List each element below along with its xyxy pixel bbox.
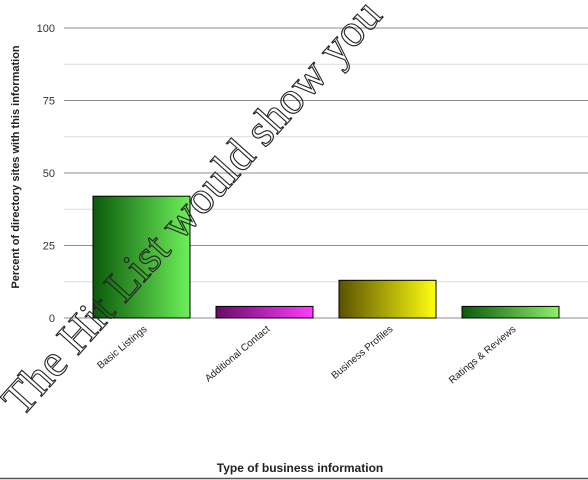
x-category-label: Ratings & Reviews <box>447 324 518 386</box>
x-category-label: Additional Contact <box>203 324 272 385</box>
bar <box>92 195 191 319</box>
bars <box>92 195 560 319</box>
bar <box>215 305 314 319</box>
y-tick-label: 100 <box>37 23 55 35</box>
y-tick-labels: 0 25 50 75 100 <box>37 23 55 325</box>
x-category-label: Business Profiles <box>330 324 396 382</box>
y-tick-label: 0 <box>49 313 55 325</box>
y-tick-label: 75 <box>43 96 55 108</box>
category-labels: Basic Listings Additional Contact Business… <box>96 324 519 387</box>
y-tick-label: 50 <box>43 168 55 180</box>
x-axis-title: Type of business information <box>217 461 383 475</box>
watermark-text: The Hit List would show you <box>0 0 392 425</box>
bar <box>461 305 560 319</box>
bar <box>338 279 437 319</box>
y-axis-title: Percent of directory sites with this inf… <box>10 45 22 289</box>
y-tick-label: 25 <box>43 241 55 253</box>
